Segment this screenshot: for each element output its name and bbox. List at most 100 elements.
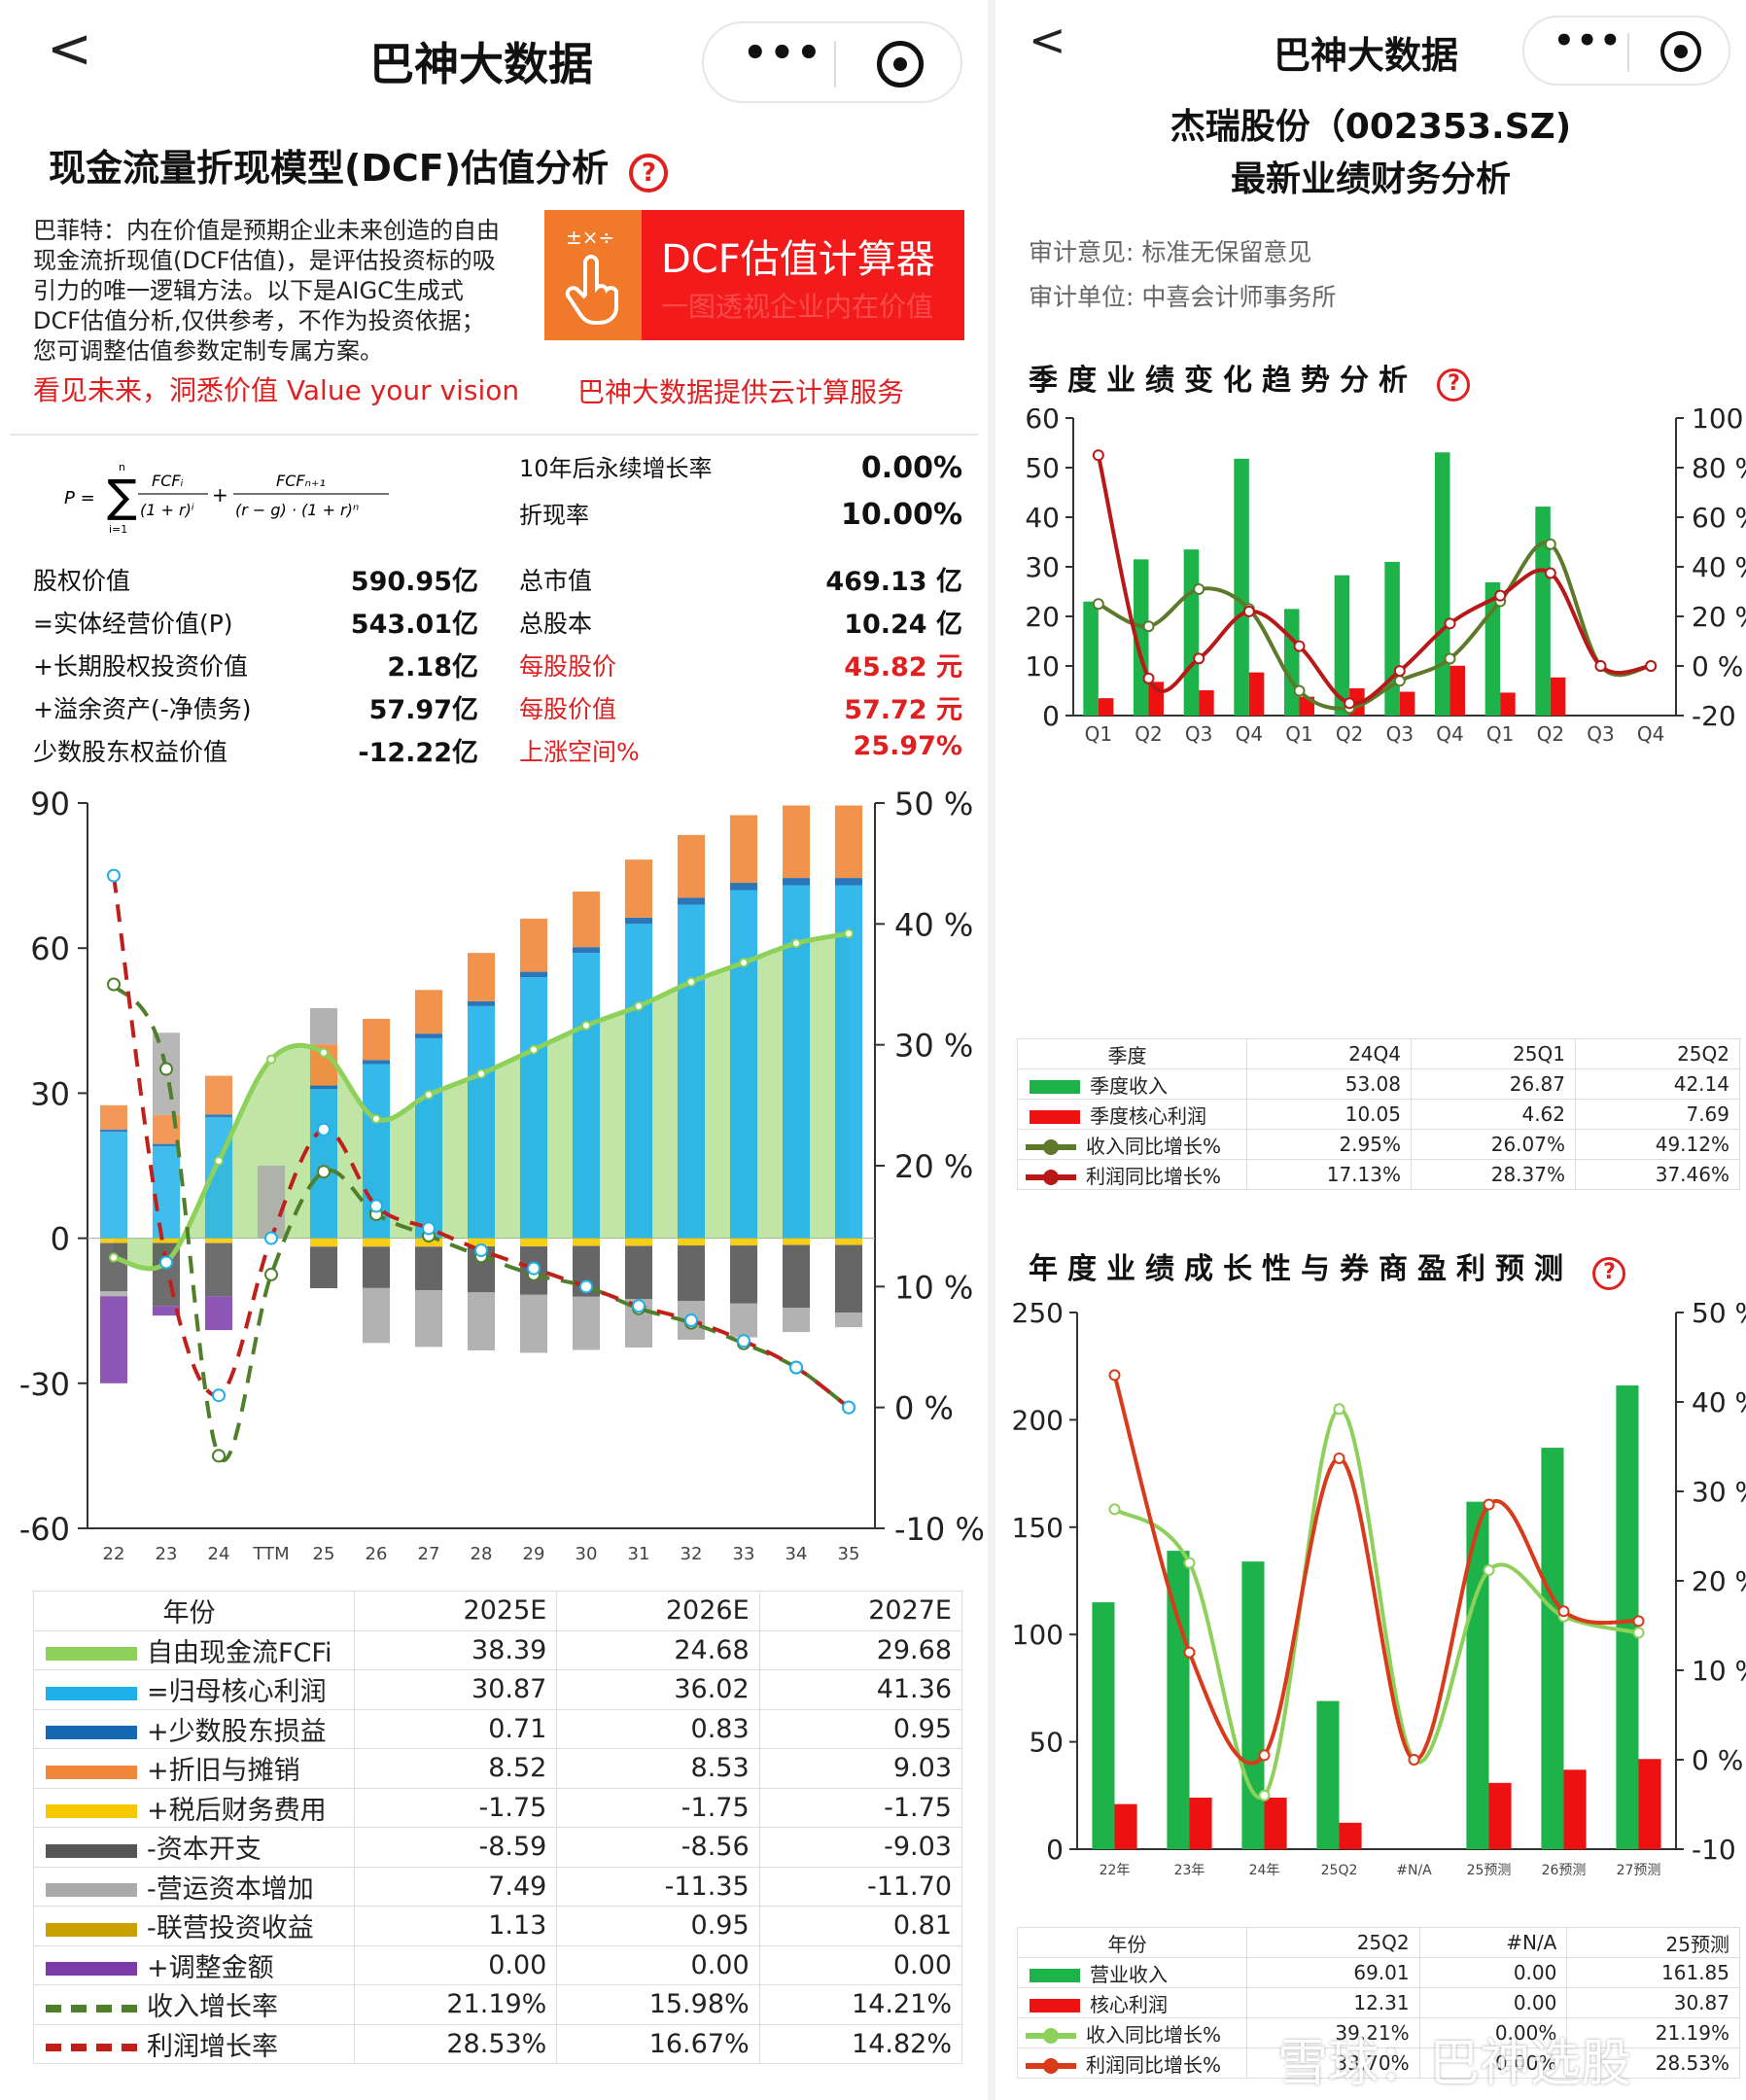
capsule-divider [1627,33,1629,72]
y-tick-label: 10 [1025,650,1060,682]
legend-dot [1043,2058,1059,2074]
dcf-formula: P = ∑ n i=1 FCFᵢ (1 + r)ⁱ + FCFₙ₊₁ (r − … [64,461,389,536]
close-target-icon[interactable] [877,41,924,88]
page-title: 现金流量折现模型(DCF)估值分析 ? [49,138,669,192]
bar--营运资本增加 [834,1312,863,1328]
table-label-cell: 核心利润 [1017,1987,1247,2018]
company-subtitle: 最新业绩财务分析 [1230,159,1511,199]
x-tick-label: 22年 [1100,1863,1131,1878]
line-利润增长率 [112,875,851,1410]
table-header-cell: 25Q2 [1246,1927,1420,1958]
table-label-cell: -资本开支 [33,1827,355,1868]
x-tick-label: 24 [208,1544,230,1564]
y2-tick-label: 50 % [894,786,973,822]
y2-tick-label: -10 % [894,1511,985,1548]
more-icon[interactable]: ••• [743,31,823,76]
bar-营业收入 [1316,1700,1340,1849]
table-header-cell: 2026E [556,1591,760,1631]
table-row-label: 收入增长率 [147,1992,278,2023]
formula-t2-den: (r − g) · (1 + r)ⁿ [235,501,359,519]
growth-point [579,1279,593,1294]
table-cell: 0.71 [353,1708,558,1749]
bar-=归母核心利润 [729,890,758,1239]
bar-=归母核心利润 [467,1005,496,1239]
y2-tick-label: 30 % [1692,1476,1746,1508]
growth-point [1242,605,1255,617]
help-icon[interactable]: ? [629,154,669,192]
growth-point [1483,1498,1495,1511]
audit-row: 审计意见: 标准无保留意见 [1029,233,1311,268]
x-tick-label: Q3 [1185,722,1212,746]
bar-营业收入 [1616,1385,1639,1849]
legend-swatch [1026,2028,1076,2044]
bar-+折旧与摊销 [624,859,653,918]
growth-point [1193,582,1205,595]
more-icon[interactable]: ••• [1554,21,1624,60]
y2-tick-label: -10 % [1692,1834,1746,1866]
table-cell: 39.21% [1246,2017,1420,2048]
x-tick-label: 29 [523,1544,545,1564]
help-icon[interactable]: ? [1437,368,1471,402]
table-label-cell: 收入同比增长% [1017,2017,1247,2048]
cloud-service-text: 巴神大数据提供云计算服务 [577,376,905,408]
table-cell: -11.35 [556,1866,760,1907]
table-row: 季度收入 53.08 26.87 42.14 [1017,1068,1740,1100]
table-cell: 0.00 [758,1944,963,1985]
close-target-icon[interactable] [1660,31,1701,72]
table-label-cell: =归母核心利润 [33,1669,355,1710]
bar--营运资本增加 [99,1291,128,1297]
table-row: +税后财务费用 -1.75 -1.75 -1.75 [33,1787,963,1828]
y-tick-label: 0 [1042,700,1060,732]
legend-swatch [46,1647,137,1662]
table-header-cell: 年份 [33,1591,355,1631]
growth-point [1333,1403,1345,1416]
table-cell: 30.87 [353,1669,558,1710]
table-cell: 30.87 [1566,1987,1740,2018]
y-tick-label: 50 [1025,452,1060,484]
bar-核心利润 [1339,1822,1362,1849]
table-row: -营运资本增加 7.49 -11.35 -11.70 [33,1866,963,1907]
y-tick-label: 20 [1025,601,1060,633]
bar-季度核心利润 [1098,698,1114,716]
growth-point [264,1267,278,1281]
x-tick-label: 27预测 [1617,1863,1661,1878]
bar--营运资本增加 [519,1294,548,1353]
y2-tick-label: 20 % [1692,1565,1746,1597]
back-button[interactable]: < [1029,14,1066,66]
section-title-annual: 年度业绩成长性与券商盈利预测 ? [1029,1244,1626,1290]
bar-+税后财务费用 [519,1238,548,1247]
growth-point [1108,1369,1121,1382]
y-tick-label: -60 [19,1511,70,1548]
table-header-row: 年份 2025E 2026E 2027E [33,1591,963,1631]
x-tick-label: Q1 [1085,722,1112,746]
bar-+折旧与摊销 [729,815,758,884]
dcf-calculator-banner[interactable]: ±×÷ DCF估值计算器 一图透视企业内在价值 [544,210,964,340]
x-tick-label: 33 [733,1544,755,1564]
bar-+少数股东损益 [834,878,863,886]
table-cell: 7.49 [353,1866,558,1907]
bar-季度核心利润 [1550,677,1566,716]
y-tick-label: 250 [1012,1303,1064,1329]
value-number: 469.13 亿 [825,567,962,597]
divider [10,434,978,436]
help-icon[interactable]: ? [1592,1257,1626,1290]
y2-tick-label: 0 % [1692,650,1743,682]
financial-screen: < 巴神大数据 ••• 杰瑞股份（002353.SZ) 最新业绩财务分析 审计意… [995,0,1746,2100]
fcf-point [581,1020,591,1031]
fcf-point [791,938,801,949]
table-row: -资本开支 -8.59 -8.56 -9.03 [33,1827,963,1868]
table-cell: 38.39 [353,1629,558,1670]
bar-季度核心利润 [1449,665,1465,716]
bar-营业收入 [1092,1602,1115,1849]
table-row: =归母核心利润 30.87 36.02 41.36 [33,1669,963,1710]
x-tick-label: 22 [103,1544,125,1564]
bar-季度核心利润 [1500,692,1516,716]
back-button[interactable]: < [47,18,92,81]
bar-季度收入 [1284,609,1300,716]
bar-营业收入 [1541,1448,1564,1849]
bar-营业收入 [1167,1551,1190,1849]
bar-+税后财务费用 [677,1238,706,1246]
legend-swatch [1026,2058,1076,2074]
x-tick-label: 24年 [1249,1863,1280,1878]
growth-point [317,1165,331,1179]
